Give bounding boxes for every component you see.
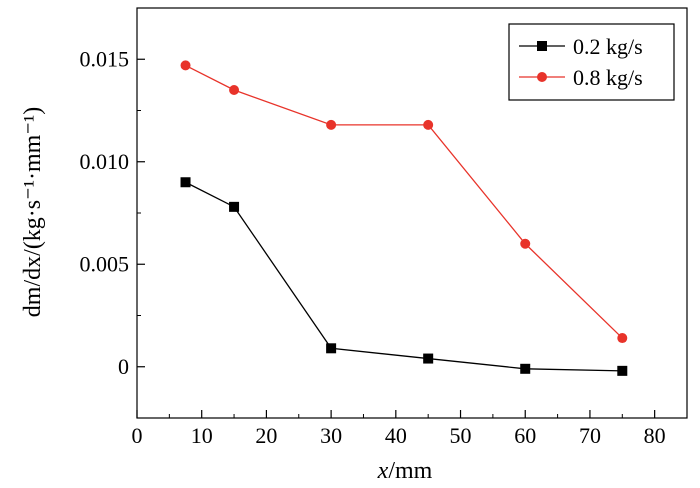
x-tick-label: 50 bbox=[450, 423, 472, 448]
data-point bbox=[180, 177, 191, 188]
y-tick-label: 0.010 bbox=[80, 149, 130, 174]
y-tick-label: 0.015 bbox=[80, 46, 130, 71]
data-point bbox=[229, 201, 240, 212]
x-axis-label: x/mm bbox=[377, 458, 433, 484]
legend-marker bbox=[537, 41, 547, 51]
series-layer bbox=[180, 60, 628, 376]
y-tick-label: 0.005 bbox=[80, 251, 130, 276]
legend-box bbox=[508, 23, 675, 101]
x-tick-label: 60 bbox=[514, 423, 536, 448]
legend-marker bbox=[537, 72, 547, 82]
x-tick-label: 80 bbox=[644, 423, 666, 448]
legend-label: 0.2 kg/s bbox=[573, 34, 643, 59]
x-tick-label: 30 bbox=[320, 423, 342, 448]
series-line bbox=[185, 181, 623, 372]
data-point bbox=[520, 363, 531, 374]
data-point bbox=[617, 365, 628, 376]
x-tick-label: 10 bbox=[191, 423, 213, 448]
data-point bbox=[326, 119, 337, 130]
data-point bbox=[229, 85, 240, 95]
y-tick-label: 0 bbox=[118, 354, 129, 379]
y-axis-ticks: 0 0.005 0.010 0.015 bbox=[80, 7, 145, 419]
legend: 0.2 kg/s 0.8 kg/s bbox=[508, 23, 675, 101]
data-point bbox=[326, 343, 337, 354]
data-point bbox=[423, 119, 434, 130]
data-point bbox=[617, 333, 628, 344]
x-axis-ticks: 0 10 20 30 40 50 60 70 80 bbox=[132, 410, 666, 448]
x-tick-label: 20 bbox=[255, 423, 277, 448]
x-tick-label: 0 bbox=[132, 423, 143, 448]
series-line bbox=[185, 64, 623, 339]
x-tick-label: 40 bbox=[385, 423, 407, 448]
y-axis-label: dm/dx/(kg·s⁻¹·mm⁻¹) bbox=[20, 107, 46, 317]
data-point bbox=[423, 353, 434, 364]
x-tick-label: 70 bbox=[579, 423, 601, 448]
legend-label: 0.8 kg/s bbox=[573, 65, 643, 90]
data-point bbox=[180, 60, 191, 71]
data-point bbox=[520, 238, 531, 249]
